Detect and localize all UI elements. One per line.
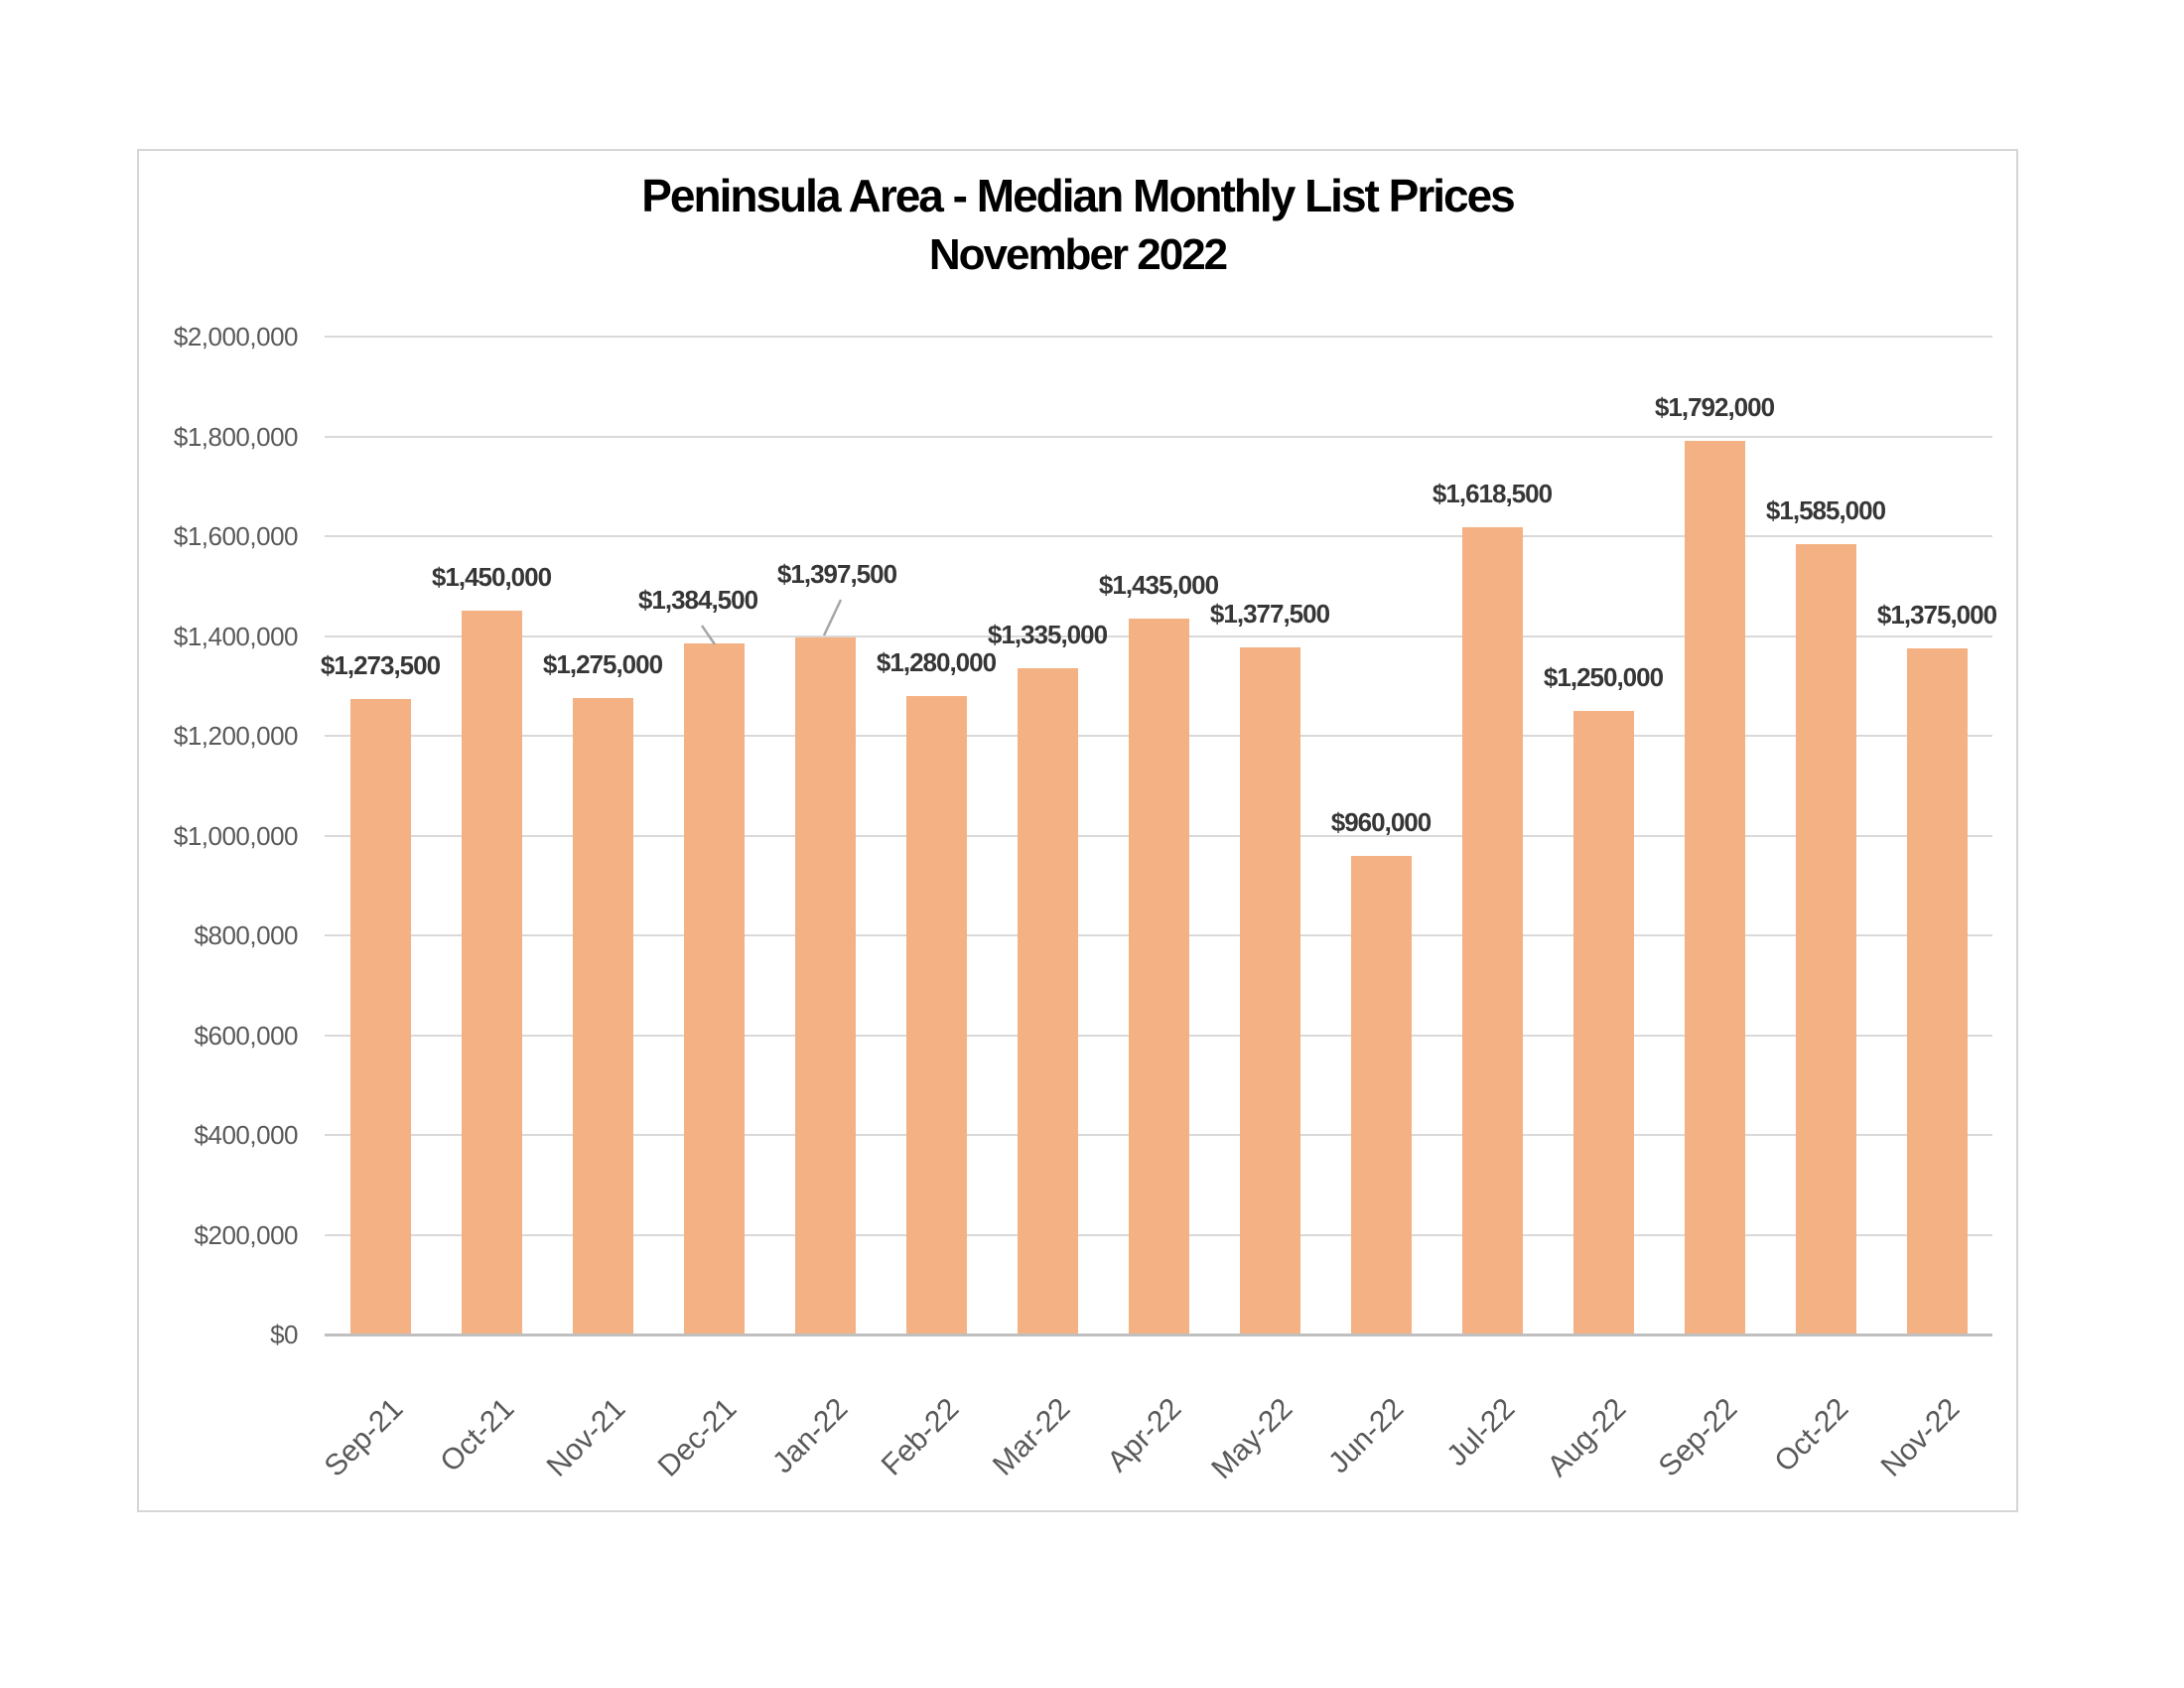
y-tick-label: $1,600,000 — [173, 521, 299, 551]
bar-value-label-Jan-22: $1,397,500 — [776, 559, 897, 589]
bar-Nov-22 — [1906, 648, 1968, 1335]
y-tick-label: $200,000 — [194, 1219, 299, 1250]
bar-Mar-22 — [1017, 668, 1078, 1335]
bar-value-label-Dec-21: $1,384,500 — [637, 585, 758, 615]
y-tick-label: $400,000 — [194, 1120, 299, 1150]
gridline — [325, 435, 1992, 438]
bar-Oct-22 — [1795, 543, 1856, 1335]
gridline — [325, 535, 1992, 537]
bar-value-label-Sep-22: $1,792,000 — [1654, 391, 1775, 422]
y-tick-label: $0 — [270, 1320, 298, 1349]
bar-Jun-22 — [1350, 855, 1412, 1335]
bar-Aug-22 — [1572, 710, 1634, 1335]
bar-Oct-21 — [461, 611, 522, 1335]
y-tick-label: $600,000 — [194, 1020, 299, 1051]
leader-line-Jan-22 — [822, 599, 843, 636]
bar-value-label-Nov-21: $1,275,000 — [542, 649, 663, 680]
bar-Sep-21 — [349, 699, 411, 1335]
y-tick-label: $2,000,000 — [173, 322, 299, 352]
plot-area: $1,273,500 Sep-21 $1,450,000 Oct-21 $1,275,0… — [319, 336, 1997, 1485]
chart-title: Peninsula Area - Median Monthly List Pri… — [641, 170, 1516, 221]
leader-line-Dec-21 — [700, 625, 717, 645]
y-tick-label: $1,400,000 — [173, 621, 299, 651]
bar-Feb-22 — [905, 695, 967, 1335]
bar-value-label-Feb-22: $1,280,000 — [876, 646, 997, 677]
bar-Apr-22 — [1128, 618, 1189, 1335]
bar-value-label-Jun-22: $960,000 — [1330, 806, 1432, 837]
bar-Jul-22 — [1461, 526, 1523, 1335]
y-tick-label: $1,800,000 — [173, 421, 299, 452]
y-tick-label: $1,200,000 — [173, 721, 299, 751]
bar-Sep-22 — [1684, 440, 1745, 1335]
leader-lines-overlay — [700, 599, 843, 645]
bar-value-label-Nov-22: $1,375,000 — [1876, 600, 1997, 631]
bar-value-label-Aug-22: $1,250,000 — [1543, 661, 1664, 692]
bar-value-label-Apr-22: $1,435,000 — [1098, 569, 1219, 600]
bar-value-label-Mar-22: $1,335,000 — [987, 620, 1108, 650]
bar-value-label-Sep-21: $1,273,500 — [320, 650, 441, 681]
chart-subtitle: November 2022 — [928, 230, 1228, 279]
bar-May-22 — [1239, 646, 1300, 1335]
bar-Jan-22 — [794, 636, 856, 1335]
bar-value-label-Jul-22: $1,618,500 — [1432, 478, 1553, 508]
bar-value-label-Oct-21: $1,450,000 — [431, 562, 552, 593]
bar-value-label-May-22: $1,377,500 — [1209, 598, 1330, 629]
y-tick-label: $800,000 — [194, 920, 299, 950]
bar-Dec-21 — [683, 643, 745, 1335]
chart-frame: Peninsula Area - Median Monthly List Pri… — [137, 149, 2018, 1512]
bar-Nov-21 — [572, 698, 633, 1335]
bar-value-label-Oct-22: $1,585,000 — [1765, 494, 1886, 525]
gridline — [325, 336, 1992, 338]
x-axis-line — [325, 1334, 1992, 1336]
y-tick-label: $1,000,000 — [173, 820, 299, 851]
